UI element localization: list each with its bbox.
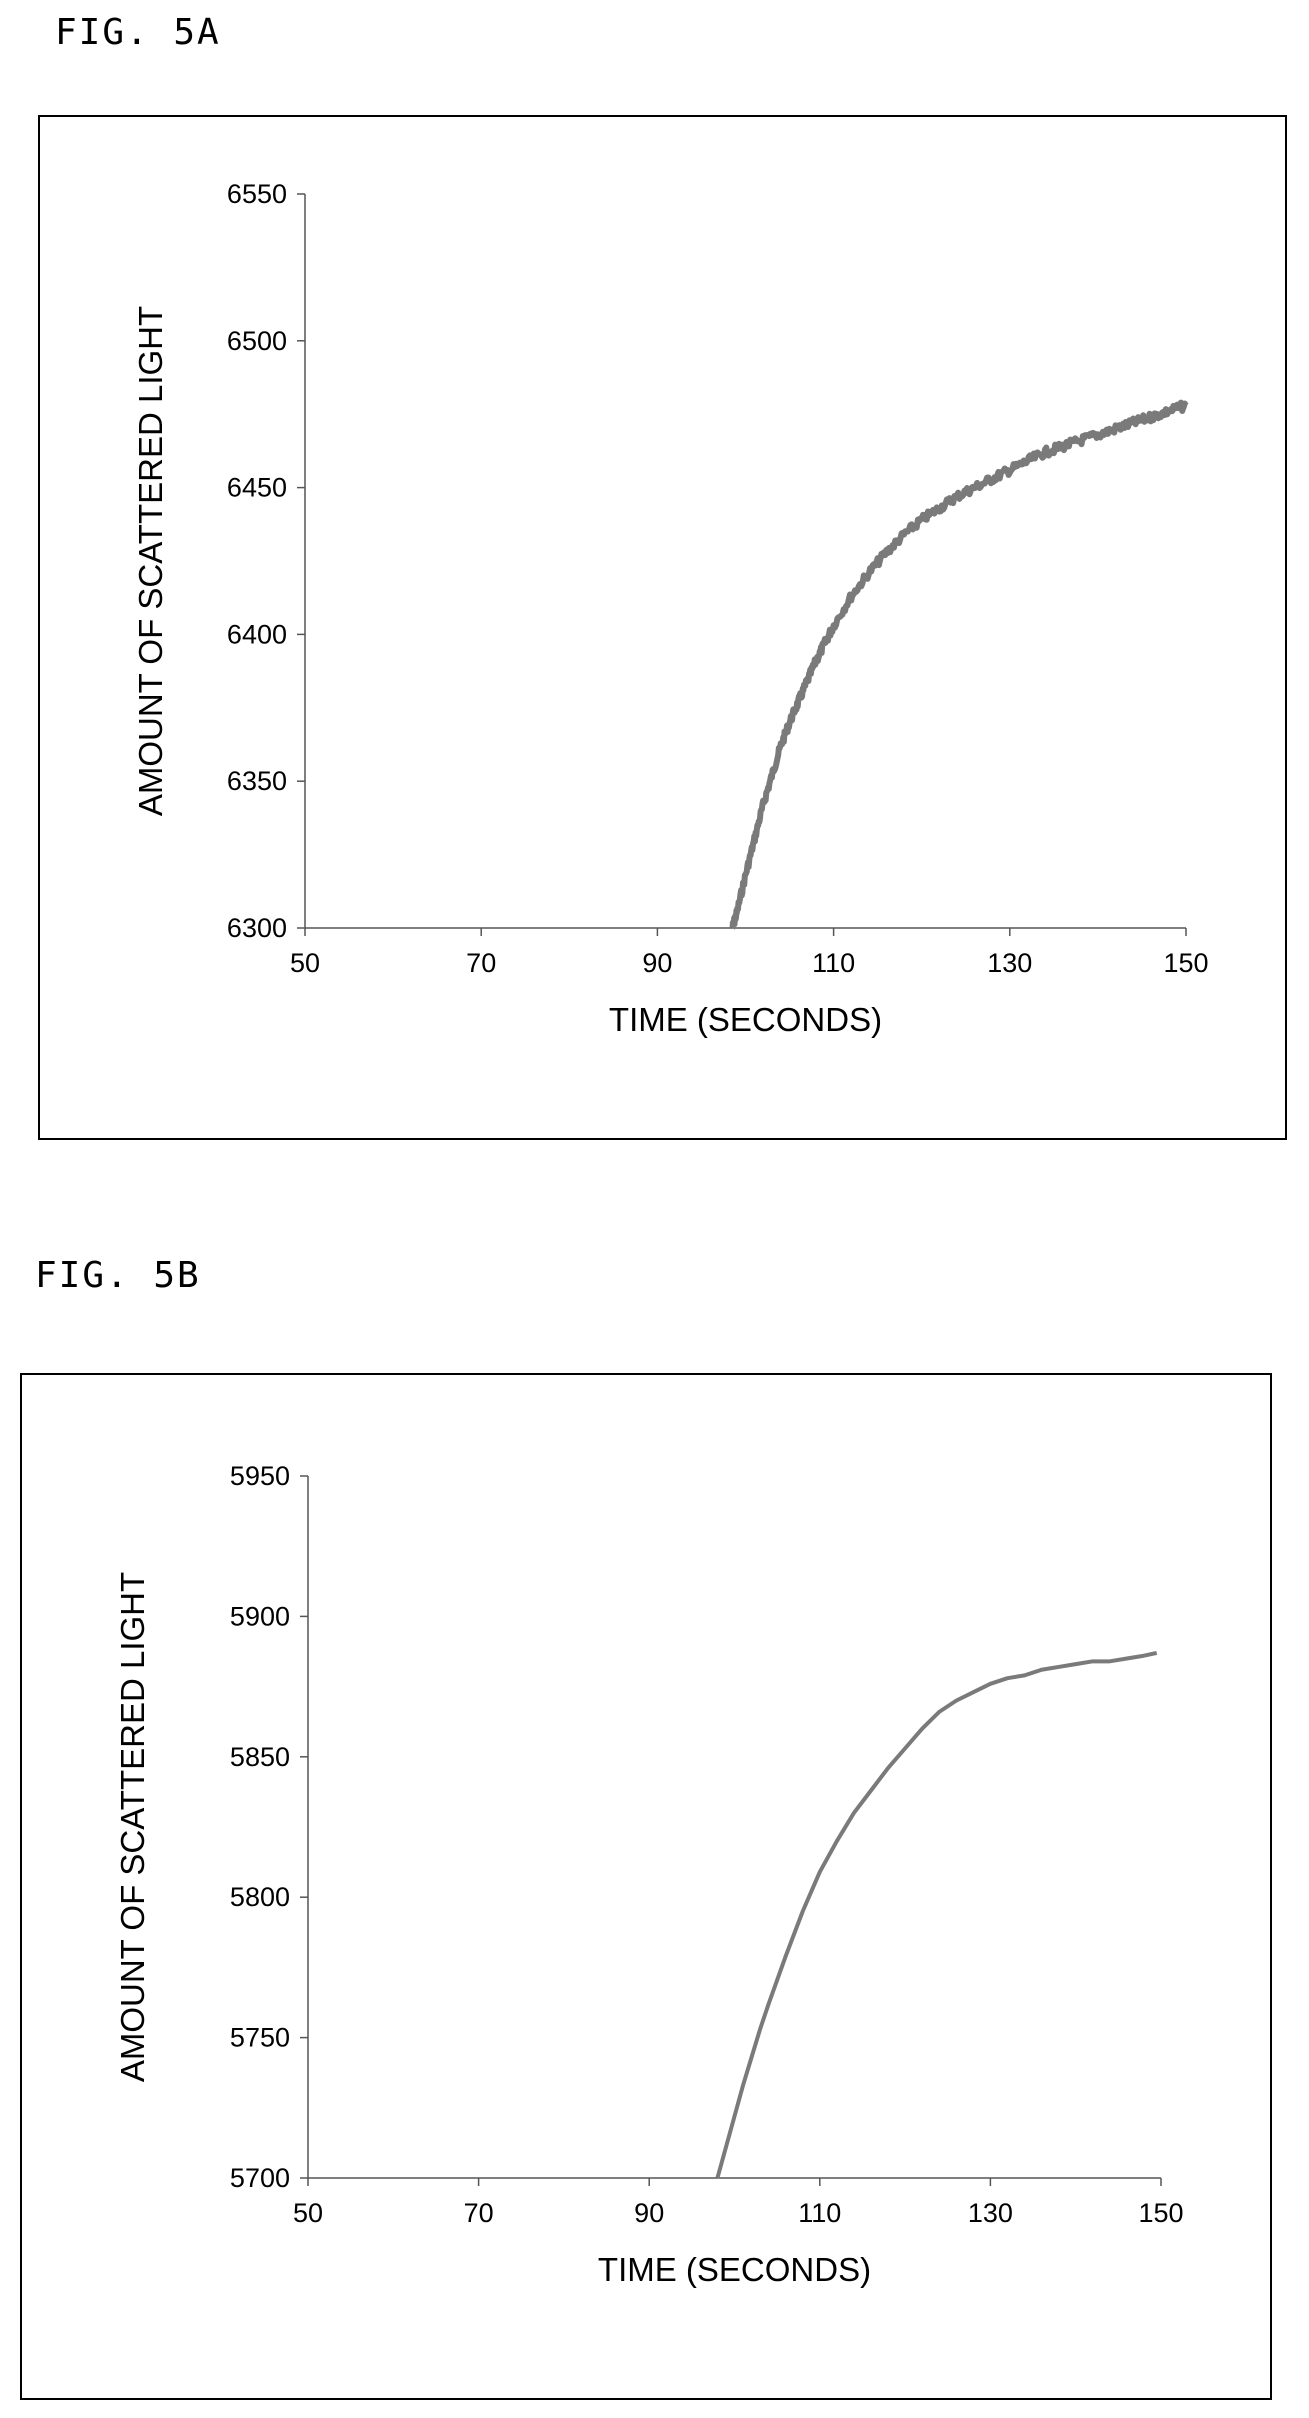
x-tick-label: 110	[812, 948, 855, 978]
series-line	[715, 1650, 1158, 2179]
chart-frame-5b: 5700 5750 5800 5850 5900 5950 50 70 90 110 130 150 T…	[20, 1373, 1272, 2400]
y-tick-label: 5700	[230, 2163, 290, 2193]
x-tick-label: 90	[634, 2198, 664, 2228]
x-axis-title: TIME (SECONDS)	[609, 1001, 882, 1038]
x-tick-label: 150	[1163, 948, 1208, 978]
y-tick-label: 6350	[227, 766, 287, 796]
y-tick-label: 5750	[230, 2023, 290, 2053]
x-tick-label: 130	[987, 948, 1032, 978]
y-axis-title: AMOUNT OF SCATTERED LIGHT	[132, 306, 169, 816]
y-tick-label: 6400	[227, 619, 287, 649]
series-line	[729, 399, 1189, 931]
figure-label-5b: FIG. 5B	[35, 1255, 201, 1296]
y-tick-label: 5950	[230, 1461, 290, 1491]
figure-label-5a: FIG. 5A	[55, 12, 221, 53]
chart-5a: 6300 6350 6400 6450 6500 6550 50 70 90 110 130 150 T…	[132, 179, 1209, 1038]
x-tick-label: 70	[464, 2198, 494, 2228]
x-tick-label: 50	[293, 2198, 323, 2228]
x-tick-label: 90	[642, 948, 672, 978]
y-tick-label: 6550	[227, 179, 287, 209]
x-axis-title: TIME (SECONDS)	[598, 2251, 871, 2288]
x-tick-label: 130	[968, 2198, 1013, 2228]
chart-frame-5a: 6300 6350 6400 6450 6500 6550 50 70 90 110 130 150 T…	[38, 115, 1287, 1140]
y-tick-label: 5800	[230, 1882, 290, 1912]
x-tick-label: 70	[466, 948, 496, 978]
x-tick-label: 50	[290, 948, 320, 978]
y-tick-label: 5900	[230, 1601, 290, 1631]
y-tick-label: 5850	[230, 1742, 290, 1772]
x-tick-label: 150	[1138, 2198, 1183, 2228]
y-tick-label: 6300	[227, 913, 287, 943]
y-tick-label: 6500	[227, 326, 287, 356]
y-tick-label: 6450	[227, 473, 287, 503]
y-axis-title: AMOUNT OF SCATTERED LIGHT	[114, 1572, 151, 2082]
chart-5b: 5700 5750 5800 5850 5900 5950 50 70 90 110 130 150 T…	[114, 1461, 1184, 2288]
x-tick-label: 110	[798, 2198, 841, 2228]
